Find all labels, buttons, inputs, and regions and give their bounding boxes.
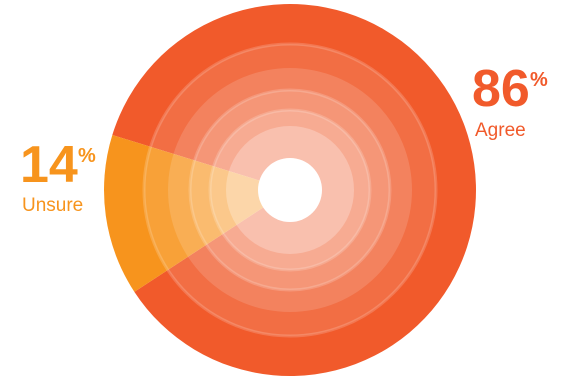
ring-outline-1: [142, 42, 438, 338]
unsure-category-label: Unsure: [22, 195, 83, 216]
agree-label-group: 86 % Agree: [472, 60, 548, 141]
agree-percent-value: 86: [472, 60, 530, 118]
unsure-percent-sign: %: [78, 145, 96, 167]
unsure-label-group: 14 % Unsure: [20, 136, 96, 216]
agree-category-label: Agree: [475, 120, 526, 141]
agree-percent-sign: %: [530, 69, 548, 91]
ring-outline-2: [188, 88, 392, 292]
center-hole: [258, 158, 322, 222]
ring-outline-3: [208, 108, 372, 272]
pie-slice-unsure: [104, 135, 290, 292]
unsure-percent-value: 14: [20, 136, 78, 194]
